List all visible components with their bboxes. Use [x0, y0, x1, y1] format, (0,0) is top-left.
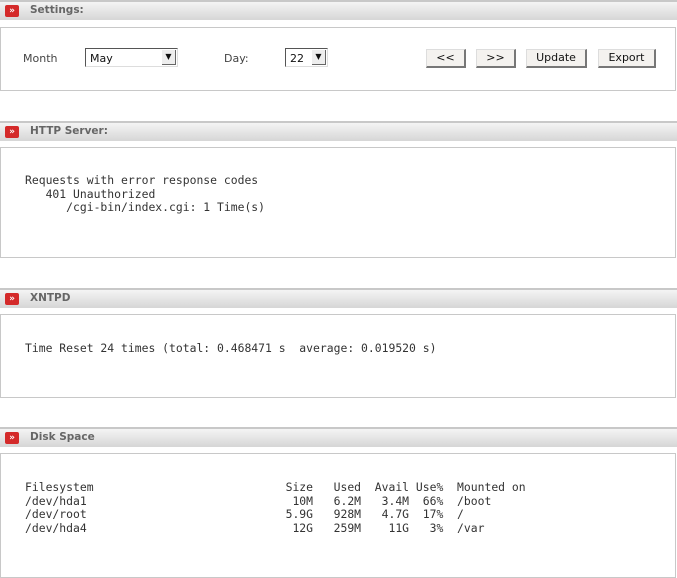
report-line: Requests with error response codes — [25, 173, 259, 187]
http-header: » HTTP Server: — [0, 121, 677, 141]
http-panel: Requests with error response codes 401 U… — [0, 147, 676, 258]
table-row: /dev/root 5.9G 928M 4.7G 17% / — [25, 507, 464, 521]
double-chevron-icon: » — [5, 5, 19, 17]
double-chevron-icon: » — [5, 126, 19, 138]
xntpd-header: » XNTPD — [0, 288, 677, 308]
section-title: HTTP Server: — [30, 125, 108, 137]
dropdown-arrow-icon: ▼ — [162, 50, 176, 65]
month-value: May — [90, 52, 113, 65]
disk-panel: Filesystem Size Used Avail Use% Mounted … — [0, 453, 676, 578]
settings-panel: Month May ▼ Day: 22 ▼ << >> Update Export — [0, 27, 676, 91]
disk-table: Filesystem Size Used Avail Use% Mounted … — [25, 480, 526, 535]
double-chevron-icon: » — [5, 293, 19, 305]
section-title: Disk Space — [30, 431, 95, 443]
next-button[interactable]: >> — [476, 49, 516, 68]
table-row: /dev/hda4 12G 259M 11G 3% /var — [25, 520, 485, 535]
table-header: Filesystem Size Used Avail Use% Mounted … — [25, 480, 526, 494]
export-button[interactable]: Export — [598, 49, 656, 68]
month-select[interactable]: May ▼ — [85, 48, 178, 67]
disk-header: » Disk Space — [0, 427, 677, 447]
dropdown-arrow-icon: ▼ — [312, 50, 326, 65]
report-line: 401 Unauthorized — [25, 186, 156, 201]
settings-header: » Settings: — [0, 0, 677, 20]
xntpd-panel: Time Reset 24 times (total: 0.468471 s a… — [0, 314, 676, 398]
day-select[interactable]: 22 ▼ — [285, 48, 328, 67]
section-title: XNTPD — [30, 292, 71, 304]
http-report: Requests with error response codes 401 U… — [25, 173, 266, 215]
report-line: /cgi-bin/index.cgi: 1 Time(s) — [25, 200, 266, 214]
xntpd-report: Time Reset 24 times (total: 0.468471 s a… — [25, 341, 437, 355]
table-row: /dev/hda1 10M 6.2M 3.4M 66% /boot — [25, 493, 492, 508]
month-label: Month — [23, 52, 58, 65]
day-value: 22 — [290, 52, 304, 65]
section-title: Settings: — [30, 4, 84, 16]
day-label: Day: — [224, 52, 249, 65]
prev-button[interactable]: << — [426, 49, 466, 68]
update-button[interactable]: Update — [526, 49, 587, 68]
double-chevron-icon: » — [5, 432, 19, 444]
